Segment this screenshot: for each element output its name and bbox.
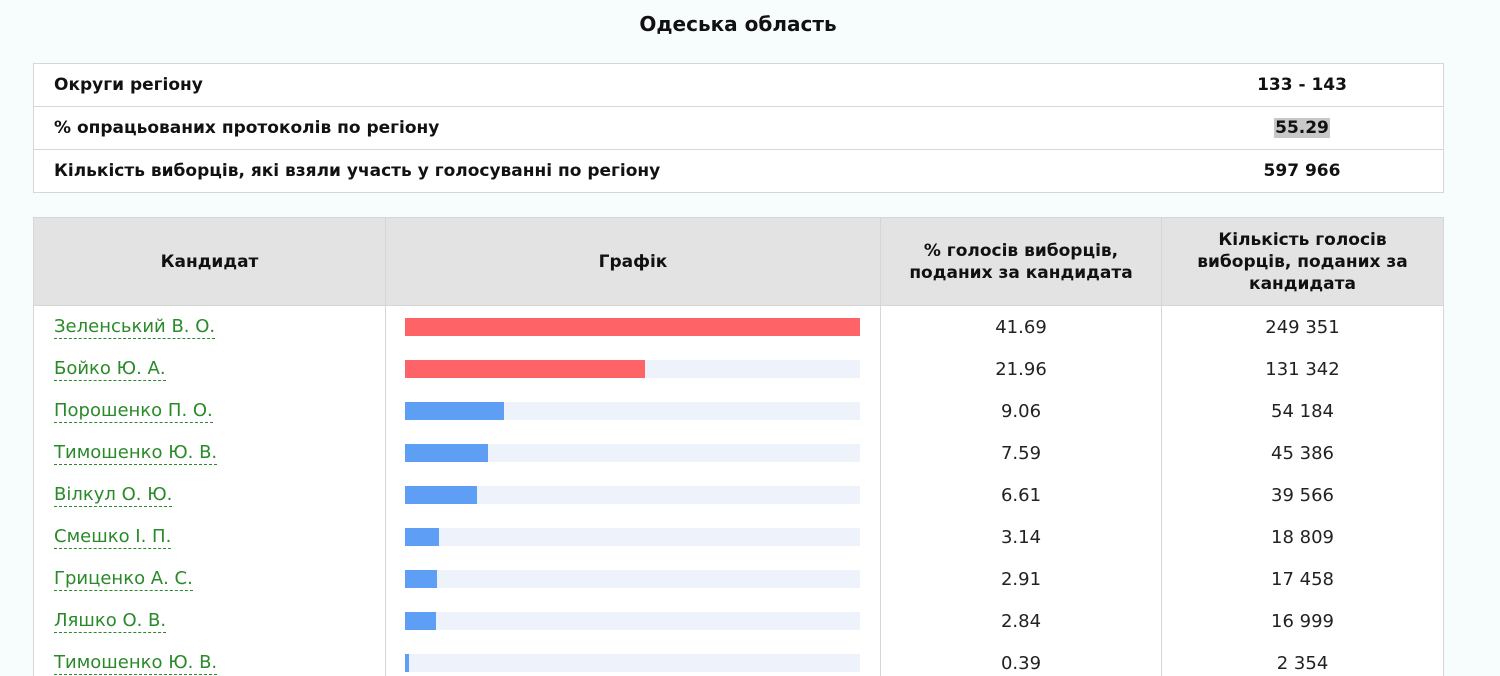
cell-chart [386, 600, 881, 642]
cell-chart [386, 474, 881, 516]
cell-votes: 2 354 [1276, 652, 1329, 674]
candidate-link[interactable]: Тимошенко Ю. В. [54, 441, 218, 465]
candidates-table: Кандидат Графік % голосів виборців, пода… [33, 217, 1444, 676]
table-row: Смешко І. П. 3.14 18 809 [34, 516, 1443, 558]
vote-bar-fill [405, 612, 436, 630]
cell-votes: 131 342 [1265, 358, 1340, 380]
cell-chart [386, 516, 881, 558]
cell-chart [386, 558, 881, 600]
vote-bar-fill [405, 402, 504, 420]
vote-bar-track [405, 444, 860, 462]
candidate-link[interactable]: Бойко Ю. А. [54, 357, 166, 381]
cell-votes: 45 386 [1271, 442, 1334, 464]
cell-candidate: Ляшко О. В. [34, 600, 386, 642]
cell-percent: 9.06 [881, 390, 1162, 432]
cell-candidate: Порошенко П. О. [34, 390, 386, 432]
vote-bar-fill [405, 528, 440, 546]
header-candidate: Кандидат [34, 218, 386, 305]
table-row: Зеленський В. О. 41.69 249 351 [34, 306, 1443, 348]
cell-percent: 6.61 [881, 474, 1162, 516]
table-row: Порошенко П. О. 9.06 54 184 [34, 390, 1443, 432]
cell-percent: 21.96 [881, 348, 1162, 390]
cell-votes: 17 458 [1271, 568, 1334, 590]
region-title: Одеська область [639, 12, 837, 36]
cell-candidate: Тимошенко Ю. В. [34, 642, 386, 676]
cell-votes: 18 809 [1271, 526, 1334, 548]
vote-bar-track [405, 486, 860, 504]
cell-votes: 16 999 [1271, 610, 1334, 632]
cell-candidate: Смешко І. П. [34, 516, 386, 558]
summary-value: 55.29 [1161, 118, 1443, 138]
cell-chart [386, 432, 881, 474]
candidate-link[interactable]: Смешко І. П. [54, 525, 172, 549]
table-row: Ляшко О. В. 2.84 16 999 [34, 600, 1443, 642]
candidate-link[interactable]: Гриценко А. С. [54, 567, 193, 591]
candidate-link[interactable]: Ляшко О. В. [54, 609, 167, 633]
summary-label: Кількість виборців, які взяли участь у г… [54, 161, 661, 181]
table-row: Тимошенко Ю. В. 7.59 45 386 [34, 432, 1443, 474]
table-header: Кандидат Графік % голосів виборців, пода… [34, 218, 1443, 306]
cell-percent: 7.59 [881, 432, 1162, 474]
cell-chart [386, 306, 881, 348]
header-percent: % голосів виборців, поданих за кандидата [881, 218, 1162, 305]
cell-votes: 249 351 [1265, 316, 1340, 338]
cell-candidate: Бойко Ю. А. [34, 348, 386, 390]
cell-percent: 2.84 [881, 600, 1162, 642]
vote-bar-track [405, 402, 860, 420]
vote-bar-fill [405, 318, 860, 336]
summary-row-turnout: Кількість виборців, які взяли участь у г… [34, 150, 1443, 192]
cell-chart [386, 642, 881, 676]
cell-candidate: Гриценко А. С. [34, 558, 386, 600]
candidate-link[interactable]: Порошенко П. О. [54, 399, 213, 423]
table-row: Гриценко А. С. 2.91 17 458 [34, 558, 1443, 600]
summary-row-districts: Округи регіону 133 - 143 [34, 64, 1443, 107]
cell-percent: 41.69 [881, 306, 1162, 348]
cell-votes: 54 184 [1271, 400, 1334, 422]
vote-bar-track [405, 612, 860, 630]
cell-percent: 0.39 [881, 642, 1162, 676]
cell-chart [386, 390, 881, 432]
header-chart: Графік [386, 218, 881, 305]
vote-bar-fill [405, 570, 437, 588]
table-row: Тимошенко Ю. В. 0.39 2 354 [34, 642, 1443, 676]
vote-bar-fill [405, 654, 410, 672]
table-row: Бойко Ю. А. 21.96 131 342 [34, 348, 1443, 390]
highlighted-value: 55.29 [1274, 118, 1330, 138]
vote-bar-track [405, 528, 860, 546]
summary-value: 133 - 143 [1257, 75, 1347, 95]
vote-bar-fill [405, 444, 488, 462]
cell-candidate: Тимошенко Ю. В. [34, 432, 386, 474]
vote-bar-fill [405, 360, 645, 378]
candidate-link[interactable]: Вілкул О. Ю. [54, 483, 173, 507]
cell-candidate: Зеленський В. О. [34, 306, 386, 348]
table-body: Зеленський В. О. 41.69 249 351 Бойко Ю. А. 2… [34, 306, 1443, 676]
cell-chart [386, 348, 881, 390]
header-votes: Кількість голосів виборців, поданих за к… [1197, 229, 1408, 294]
cell-percent: 2.91 [881, 558, 1162, 600]
candidate-link[interactable]: Тимошенко Ю. В. [54, 651, 218, 675]
summary-value: 597 966 [1263, 161, 1341, 181]
cell-votes: 39 566 [1271, 484, 1334, 506]
table-row: Вілкул О. Ю. 6.61 39 566 [34, 474, 1443, 516]
vote-bar-fill [405, 486, 478, 504]
vote-bar-track [405, 654, 860, 672]
candidate-link[interactable]: Зеленський В. О. [54, 315, 216, 339]
cell-percent: 3.14 [881, 516, 1162, 558]
summary-label: Округи регіону [54, 75, 203, 95]
summary-label: % опрацьованих протоколів по регіону [54, 118, 440, 138]
vote-bar-track [405, 360, 860, 378]
cell-candidate: Вілкул О. Ю. [34, 474, 386, 516]
vote-bar-track [405, 318, 860, 336]
vote-bar-track [405, 570, 860, 588]
summary-row-processed-protocols: % опрацьованих протоколів по регіону 55.… [34, 107, 1443, 150]
region-summary-table: Округи регіону 133 - 143 % опрацьованих … [33, 63, 1444, 193]
